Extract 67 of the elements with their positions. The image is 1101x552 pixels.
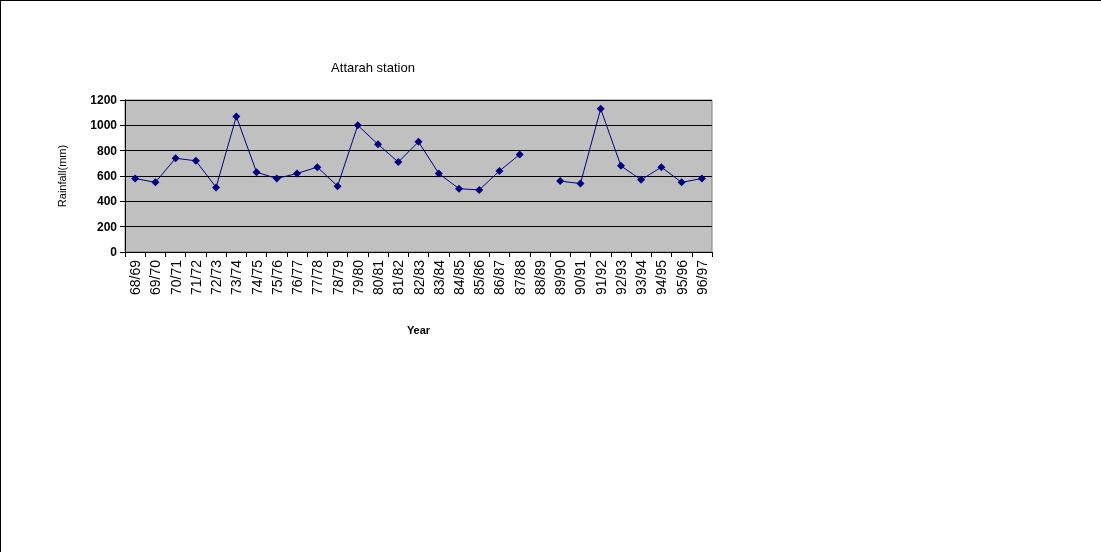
- point: [697, 174, 706, 183]
- x-tick-label: 72/73: [208, 259, 225, 296]
- y-tick-label: 200: [96, 219, 118, 234]
- point: [677, 178, 686, 187]
- point: [272, 174, 281, 183]
- point: [191, 156, 200, 165]
- point: [374, 140, 383, 149]
- x-tick-label: 81/82: [390, 259, 407, 296]
- point: [414, 137, 423, 146]
- point: [252, 168, 261, 177]
- x-tick-label: 87/88: [511, 259, 528, 296]
- point: [576, 179, 585, 188]
- x-tick-label: 73/74: [228, 259, 245, 296]
- x-tick-label: 74/75: [248, 259, 265, 296]
- point: [232, 112, 241, 121]
- point: [616, 161, 625, 170]
- x-tick-label: 94/95: [653, 259, 670, 296]
- point: [353, 121, 362, 130]
- y-tick-label: 600: [96, 169, 118, 183]
- x-tick-label: 91/92: [592, 259, 609, 296]
- chart-title: Attarah station: [331, 60, 415, 75]
- x-tick-label: 78/79: [329, 259, 346, 296]
- point: [475, 185, 484, 194]
- x-tick-label: 85/86: [471, 259, 488, 296]
- point: [454, 184, 463, 193]
- x-tick-label: 95/96: [673, 259, 690, 296]
- point: [333, 182, 342, 191]
- point: [657, 163, 666, 172]
- point: [131, 174, 140, 183]
- point: [394, 158, 403, 167]
- x-tick-label: 84/85: [450, 259, 467, 296]
- y-tick-label: 1200: [90, 93, 118, 107]
- x-axis-title: Year: [406, 323, 431, 336]
- x-tick-label: 83/84: [430, 259, 447, 296]
- point: [515, 150, 524, 159]
- x-tick-label: 90/91: [572, 259, 589, 296]
- point: [171, 154, 180, 163]
- x-tick-label: 71/72: [187, 259, 204, 296]
- x-tick-label: 68/69: [127, 259, 144, 296]
- x-tick-label: 86/87: [491, 259, 508, 296]
- x-tick-label: 93/94: [633, 259, 650, 296]
- x-tick-label: 70/71: [167, 259, 184, 296]
- point: [151, 178, 160, 187]
- x-tick-label: 89/90: [552, 259, 569, 296]
- point: [434, 169, 443, 178]
- y-axis-title: Rainfall(mm): [55, 144, 68, 208]
- x-tick-label: 88/89: [531, 259, 548, 296]
- y-tick-label: 1000: [90, 118, 118, 133]
- x-tick-label: 76/77: [289, 259, 306, 296]
- point: [637, 175, 646, 184]
- x-tick-label: 82/83: [410, 259, 427, 296]
- x-tick-label: 80/81: [370, 259, 387, 296]
- x-tick-label: 92/93: [612, 259, 629, 296]
- point: [293, 169, 302, 178]
- point: [313, 163, 322, 172]
- x-tick-label: 79/80: [349, 259, 366, 296]
- y-tick-label: 400: [96, 194, 118, 209]
- x-tick-label: 96/97: [693, 259, 710, 296]
- x-tick-label: 69/70: [147, 259, 164, 296]
- y-tick-label: 0: [110, 245, 118, 259]
- point: [212, 183, 221, 192]
- y-tick-label: 800: [96, 143, 118, 158]
- point: [596, 104, 605, 113]
- x-tick-label: 75/76: [268, 259, 285, 296]
- x-tick-label: 77/78: [309, 259, 326, 296]
- point: [556, 177, 565, 186]
- point: [495, 166, 504, 175]
